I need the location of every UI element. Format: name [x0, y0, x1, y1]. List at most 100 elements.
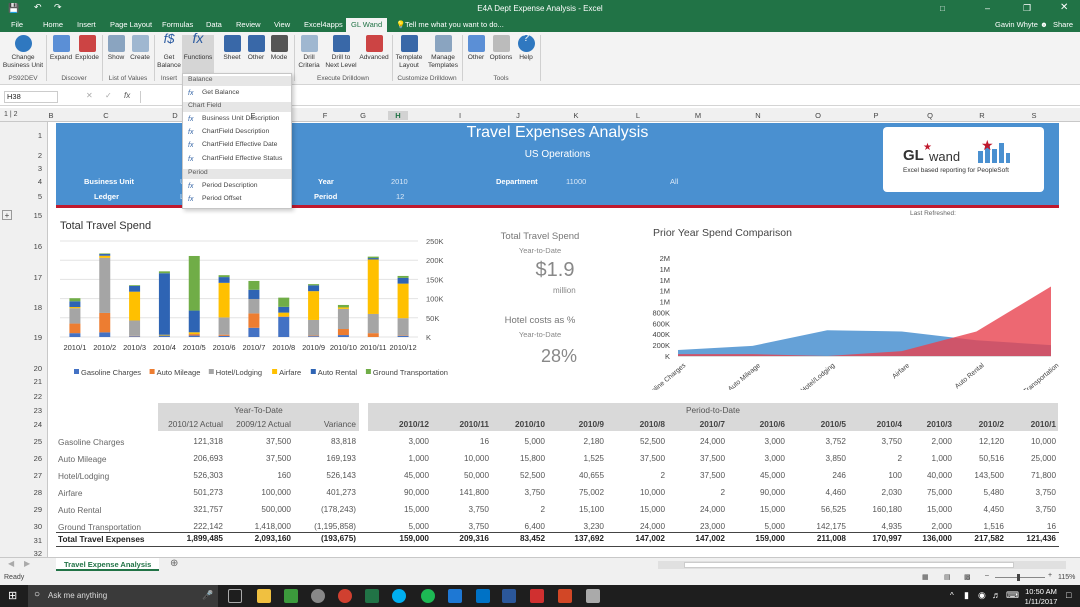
battery-icon[interactable]: ▮ [964, 590, 969, 600]
spotify-icon[interactable] [421, 589, 435, 603]
tray-chevron-icon[interactable]: ^ [950, 591, 954, 600]
drill-to-next-level-button[interactable]: Drill to Next Level [324, 35, 358, 69]
row-header-29[interactable]: 29 [33, 505, 42, 514]
row-header-27[interactable]: 27 [33, 471, 42, 480]
row-header-22[interactable]: 22 [33, 392, 42, 401]
save-icon[interactable]: 💾 [8, 3, 20, 13]
zoom-slider[interactable] [995, 574, 1045, 581]
clock-time[interactable]: 10:50 AM [1025, 587, 1057, 596]
ribbon-display-icon[interactable]: □ [940, 4, 945, 13]
column-header-n[interactable]: N [755, 111, 761, 120]
notifications-icon[interactable]: □ [1066, 590, 1072, 600]
fx-label[interactable]: fx [124, 91, 131, 100]
ptd-cell[interactable]: 3,750 [1035, 505, 1057, 514]
row-header-25[interactable]: 25 [33, 437, 42, 446]
menu-item-period-offset[interactable]: fx Period Offset [188, 195, 242, 203]
ytd-cell[interactable]: 321,757 [193, 505, 223, 514]
wifi-icon[interactable]: ◉ [978, 590, 986, 600]
page-break-view-icon[interactable]: ▩ [964, 574, 971, 581]
ptd-cell[interactable]: 5,000 [524, 437, 546, 446]
ptd-cell[interactable]: 16 [479, 437, 489, 446]
column-header-i[interactable]: I [458, 111, 462, 120]
scroll-right-icon[interactable]: ▶ [24, 559, 31, 568]
ytd-cell[interactable]: 206,693 [193, 454, 223, 463]
menu-item-chartfield-description[interactable]: fx ChartField Description [188, 128, 270, 136]
sheet-button[interactable]: Sheet [220, 35, 244, 62]
row-header-5[interactable]: 5 [37, 192, 42, 201]
row-header-2[interactable]: 2 [37, 151, 42, 160]
ptd-cell[interactable]: 5,000 [764, 522, 786, 531]
ptd-cell[interactable]: 4,460 [825, 488, 847, 497]
column-header-h[interactable]: H [388, 111, 408, 120]
skype-icon[interactable] [392, 589, 406, 603]
other-tools-button[interactable]: Other [464, 35, 488, 62]
column-header-j[interactable]: J [516, 111, 520, 120]
ytd-cell[interactable]: (1,195,858) [314, 522, 356, 531]
ytd-cell[interactable]: 222,142 [193, 522, 223, 531]
powerpoint-icon[interactable] [558, 589, 572, 603]
ptd-cell[interactable]: 40,655 [578, 471, 604, 480]
ptd-cell[interactable]: 10,000 [1030, 437, 1056, 446]
expand-button[interactable]: Expand [48, 35, 74, 62]
ptd-cell[interactable]: 4,450 [983, 505, 1005, 514]
drill-criteria-button[interactable]: Drill Criteria [296, 35, 322, 69]
ptd-total-cell[interactable]: 136,000 [922, 534, 952, 543]
ptd-total-cell[interactable]: 159,000 [755, 534, 785, 543]
ytd-cell[interactable]: (178,243) [320, 505, 356, 514]
row-header-4[interactable]: 4 [37, 177, 42, 186]
row-header-18[interactable]: 18 [33, 303, 42, 312]
ptd-cell[interactable]: 37,500 [639, 454, 665, 463]
user-name[interactable]: Gavin Whyte [995, 20, 1038, 29]
row-header-20[interactable]: 20 [33, 364, 42, 373]
ptd-cell[interactable]: 142,175 [816, 522, 846, 531]
excel-icon[interactable] [365, 589, 379, 603]
tab-data[interactable]: Data [206, 20, 222, 29]
ptd-cell[interactable]: 25,000 [1030, 454, 1056, 463]
ptd-cell[interactable]: 3,752 [825, 437, 847, 446]
ptd-cell[interactable]: 2,000 [931, 437, 953, 446]
tab-formulas[interactable]: Formulas [162, 20, 194, 29]
ptd-cell[interactable]: 2 [660, 471, 665, 480]
row-header-30[interactable]: 30 [33, 522, 42, 531]
ptd-cell[interactable]: 5,480 [983, 488, 1005, 497]
microphone-icon[interactable]: 🎤 [202, 590, 214, 600]
ptd-cell[interactable]: 52,500 [519, 471, 545, 480]
tab-home[interactable]: Home [43, 20, 64, 29]
ptd-cell[interactable]: 71,800 [1030, 471, 1056, 480]
options-button[interactable]: Options [488, 35, 514, 62]
ptd-cell[interactable]: 15,000 [403, 505, 429, 514]
column-header-o[interactable]: O [815, 111, 821, 120]
change-business-unit-button[interactable]: Change Business Unit [2, 35, 44, 69]
row-header-24[interactable]: 24 [33, 420, 42, 429]
tab-insert[interactable]: Insert [77, 20, 96, 29]
row-header-15[interactable]: 15 [33, 211, 42, 220]
ptd-cell[interactable]: 75,000 [926, 488, 952, 497]
ptd-cell[interactable]: 2 [540, 505, 545, 514]
keyboard-icon[interactable]: ⌨ [1006, 590, 1019, 600]
ptd-total-cell[interactable]: 209,316 [459, 534, 489, 543]
tab-page-layout[interactable]: Page Layout [110, 20, 153, 29]
ptd-cell[interactable]: 1,000 [931, 454, 953, 463]
ptd-cell[interactable]: 24,000 [699, 437, 725, 446]
ptd-cell[interactable]: 15,100 [578, 505, 604, 514]
menu-item-chartfield-effective-date[interactable]: fx ChartField Effective Date [188, 141, 278, 149]
ptd-cell[interactable]: 50,000 [463, 471, 489, 480]
file-explorer-icon[interactable] [257, 589, 271, 603]
ptd-total-cell[interactable]: 147,002 [635, 534, 665, 543]
ytd-cell[interactable]: 100,000 [261, 488, 291, 497]
ptd-cell[interactable]: 90,000 [759, 488, 785, 497]
ptd-cell[interactable]: 24,000 [639, 522, 665, 531]
ptd-cell[interactable]: 2 [897, 454, 902, 463]
show-button[interactable]: Show [104, 35, 128, 62]
tell-me-input[interactable]: Tell me what you want to do... [405, 20, 504, 29]
row-header-17[interactable]: 17 [33, 273, 42, 282]
get-balance-button[interactable]: f$ Get Balance [157, 31, 181, 69]
ptd-cell[interactable]: 3,230 [583, 522, 605, 531]
ptd-cell[interactable]: 4,935 [881, 522, 903, 531]
ptd-total-cell[interactable]: 170,997 [872, 534, 902, 543]
year-value[interactable]: 2010 [391, 177, 408, 186]
tab-review[interactable]: Review [236, 20, 261, 29]
template-layout-button[interactable]: Template Layout [394, 35, 424, 69]
windows-start-icon[interactable]: ⊞ [8, 590, 18, 602]
